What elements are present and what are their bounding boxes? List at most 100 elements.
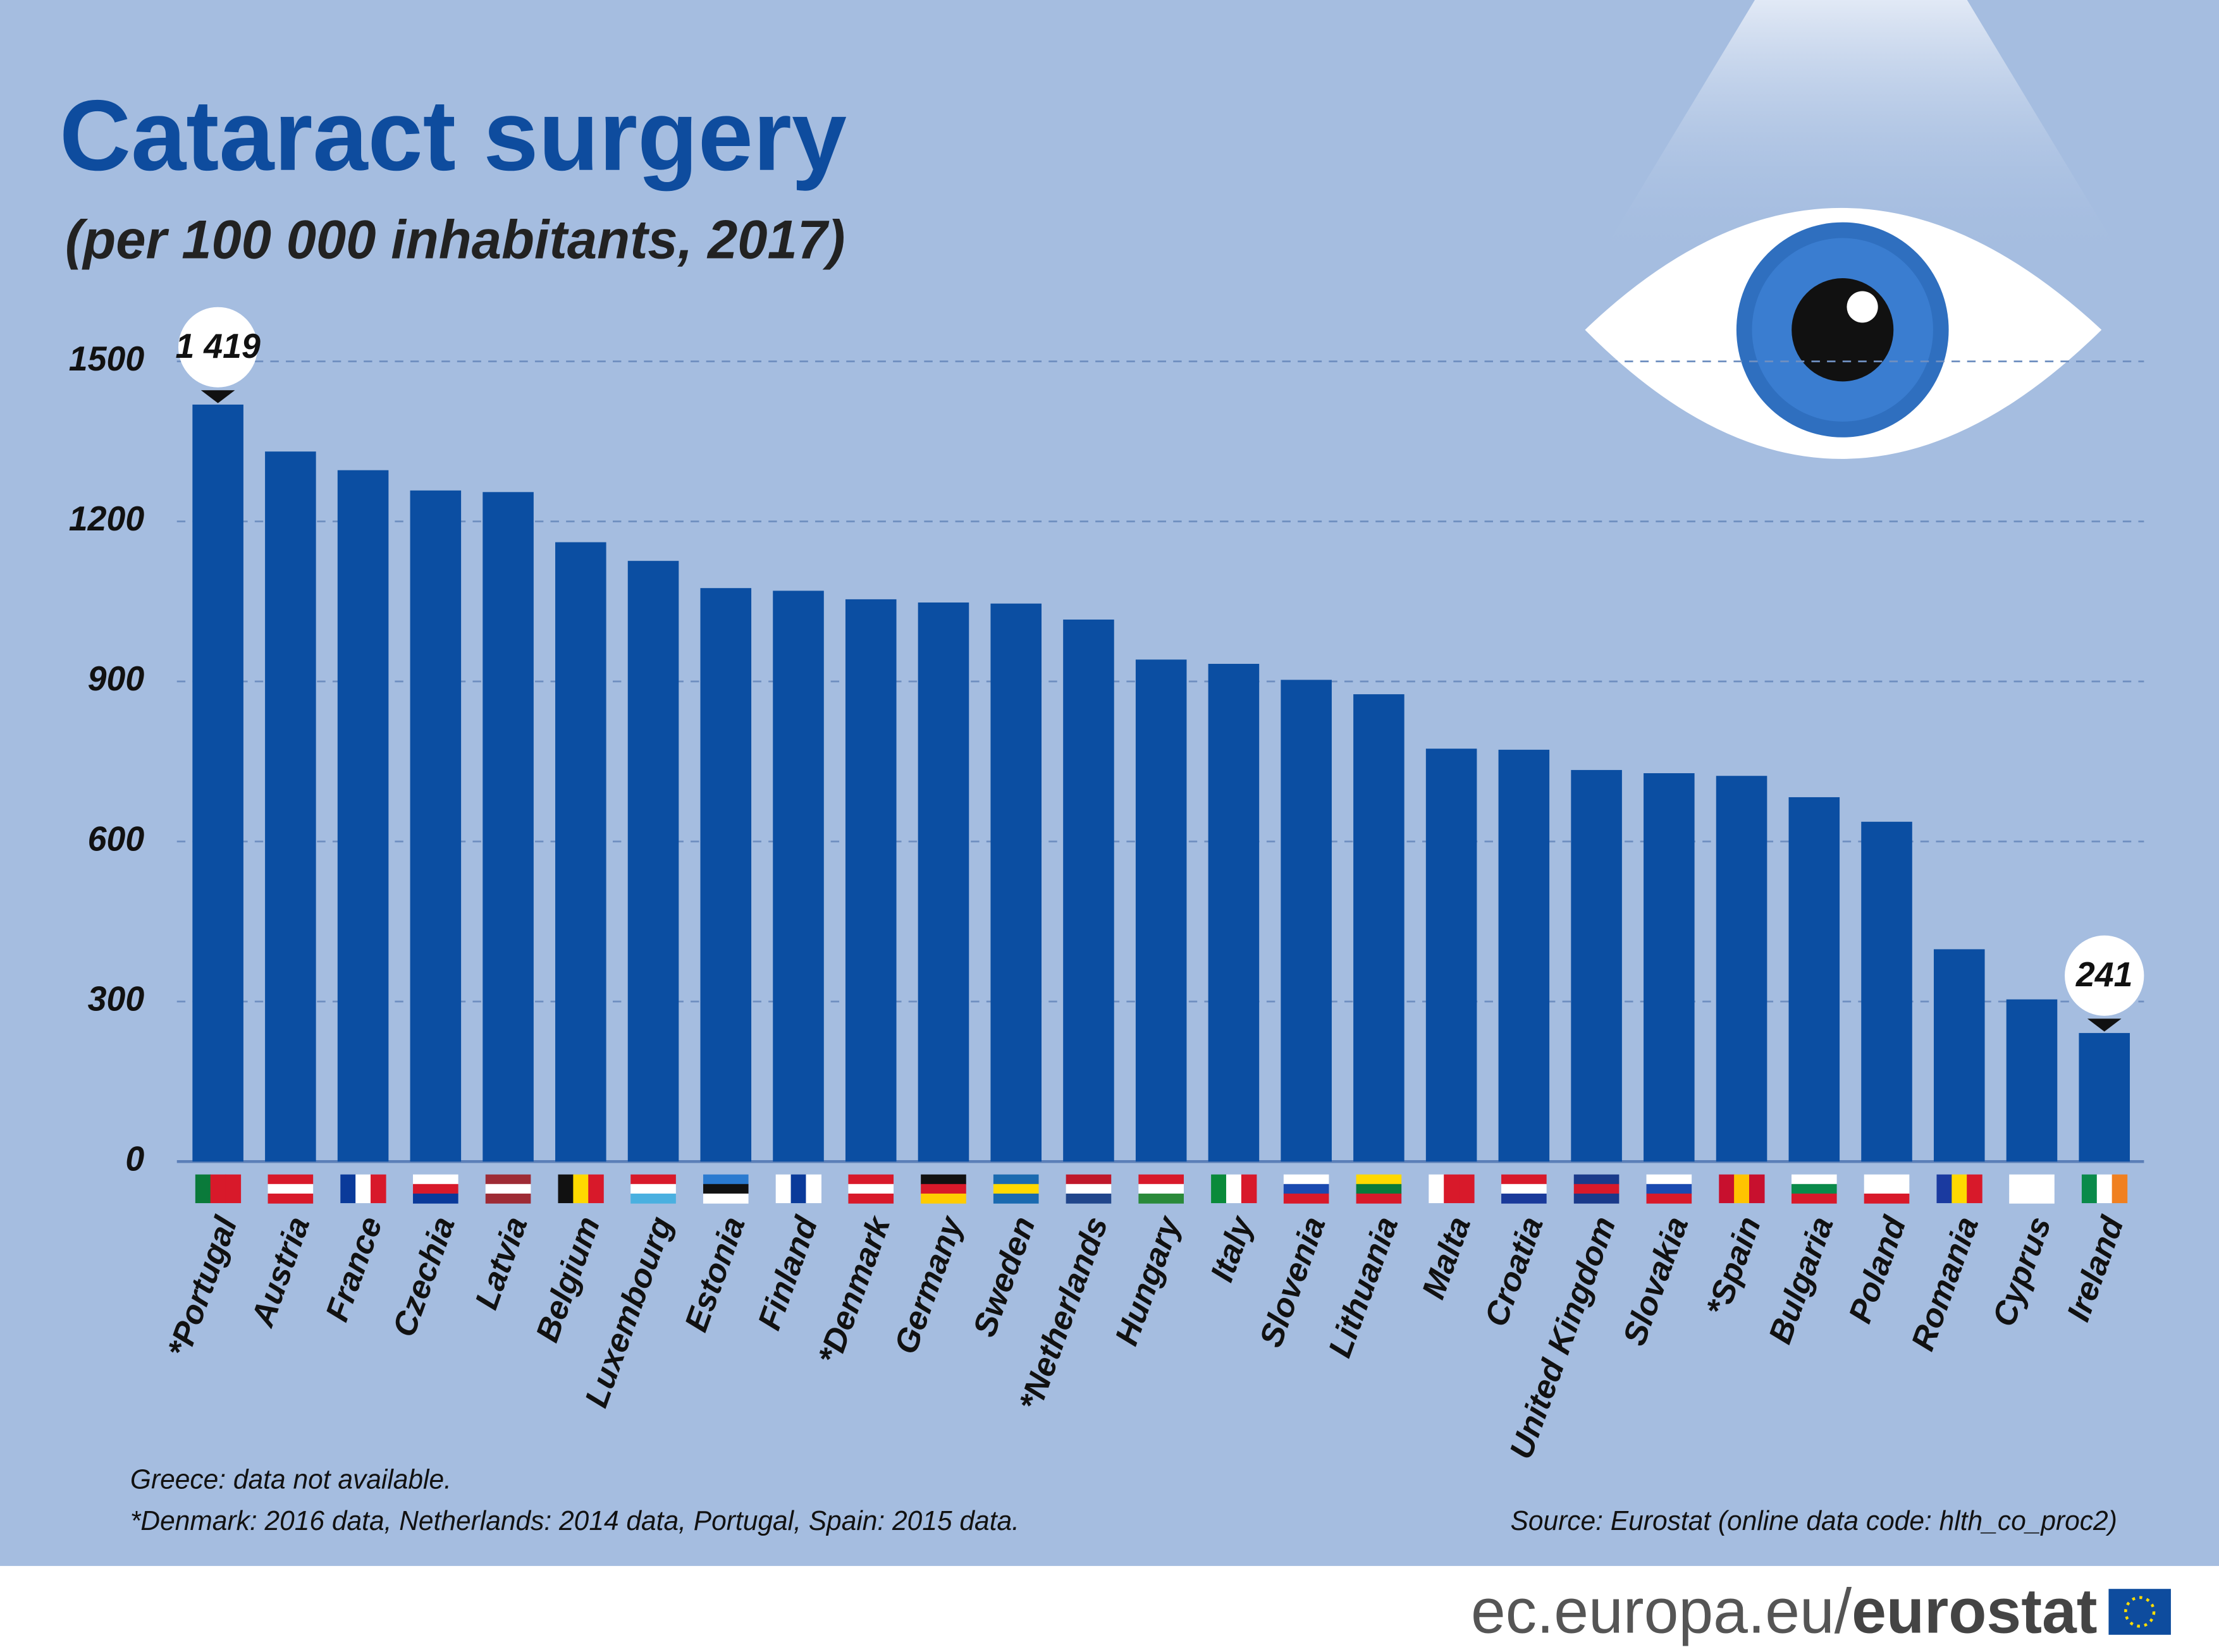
eu-stars: [2124, 1596, 2156, 1628]
note: Greece: data not available.: [130, 1464, 452, 1495]
flag: [703, 1174, 749, 1204]
source: Source: Eurostat (online data code: hlth…: [1510, 1506, 2117, 1536]
flag-stripe: [1138, 1193, 1184, 1204]
flag: [1864, 1174, 1910, 1204]
bar: [192, 404, 243, 1162]
flag-stripe: [1573, 1184, 1620, 1194]
flag-stripe: [630, 1184, 676, 1194]
bar: [1933, 949, 1985, 1162]
y-tick-label: 900: [88, 660, 145, 698]
flag-stripe: [225, 1174, 242, 1204]
flag-stripe: [1241, 1174, 1257, 1204]
bar: [483, 492, 534, 1162]
flag: [1501, 1174, 1547, 1204]
value-label-pointer: [200, 390, 235, 403]
flag-stripe: [2096, 1174, 2113, 1204]
eye-highlight: [1847, 291, 1878, 323]
flag: [2081, 1174, 2128, 1204]
value-label-bubble: [2065, 935, 2144, 1016]
flag-stripe: [921, 1174, 966, 1185]
bar: [773, 590, 824, 1162]
flag-stripe: [1734, 1174, 1750, 1204]
bar: [1281, 680, 1332, 1162]
value-label-pointer: [2087, 1019, 2122, 1032]
flag-stripe: [921, 1193, 966, 1204]
flag: [775, 1174, 821, 1204]
flag-stripe: [703, 1184, 749, 1194]
flag-stripe: [1864, 1193, 1910, 1204]
flag-stripe: [340, 1174, 356, 1204]
y-tick-label: 600: [88, 820, 145, 858]
flag: [195, 1174, 242, 1204]
bar: [1135, 659, 1187, 1162]
bar: [990, 603, 1042, 1162]
flag-stripe: [355, 1174, 371, 1204]
flag: [1138, 1174, 1184, 1204]
flag-stripe: [1646, 1174, 1692, 1185]
flag-stripe: [267, 1193, 314, 1204]
flag-stripe: [1066, 1174, 1112, 1185]
chart-subtitle: (per 100 000 inhabitants, 2017): [65, 209, 845, 271]
bar: [700, 588, 752, 1162]
flag-stripe: [1459, 1174, 1475, 1204]
flag-stripe: [1066, 1193, 1112, 1204]
flag-stripe: [1501, 1193, 1547, 1204]
note: *Denmark: 2016 data, Netherlands: 2014 d…: [130, 1506, 1019, 1536]
flag-stripe: [210, 1174, 226, 1204]
flag-stripe: [1719, 1174, 1735, 1204]
flag: [413, 1174, 458, 1204]
flag-stripe: [1066, 1184, 1112, 1194]
bar: [918, 602, 969, 1162]
flag-stripe: [588, 1174, 604, 1204]
flag-stripe: [1211, 1174, 1227, 1204]
flag-stripe: [703, 1193, 749, 1204]
flag: [340, 1174, 386, 1204]
flag-stripe: [413, 1184, 458, 1194]
flag: [2009, 1174, 2055, 1204]
chart-title: Cataract surgery: [59, 80, 847, 192]
flag: [1936, 1174, 1982, 1204]
flag-stripe: [630, 1174, 676, 1185]
flag-stripe: [848, 1174, 894, 1185]
bar: [1353, 694, 1405, 1162]
bar: [1571, 769, 1622, 1162]
flag-stripe: [485, 1184, 531, 1194]
y-tick-label: 0: [125, 1140, 144, 1178]
bar: [845, 599, 897, 1162]
flag-stripe: [790, 1174, 807, 1204]
flag: [848, 1174, 894, 1204]
flag: [1429, 1174, 1475, 1204]
bar: [1716, 776, 1767, 1162]
flag: [1211, 1174, 1257, 1204]
bar: [627, 561, 679, 1162]
flag-stripe: [993, 1174, 1039, 1185]
flag-stripe: [413, 1174, 458, 1185]
flag-stripe: [1936, 1174, 1952, 1204]
pupil: [1792, 278, 1894, 382]
flag: [921, 1174, 966, 1204]
flag-stripe: [558, 1174, 574, 1204]
flag-stripe: [1573, 1193, 1620, 1204]
eu-flag: [2108, 1589, 2171, 1635]
value-label-bubble: [178, 307, 258, 388]
flag: [267, 1174, 314, 1204]
flag-stripe: [413, 1193, 458, 1204]
flag-stripe: [1356, 1184, 1402, 1194]
flag-stripe: [1444, 1174, 1460, 1204]
bar: [1425, 749, 1477, 1162]
bar: [1788, 797, 1840, 1162]
flag-stripe: [921, 1184, 966, 1194]
flag-stripe: [267, 1174, 314, 1185]
footer-url: ec.europa.eu/eurostat: [1471, 1576, 2098, 1647]
flag-stripe: [2009, 1174, 2055, 1185]
footer-domain: ec.europa.eu/: [1471, 1576, 1852, 1647]
flag-stripe: [630, 1193, 676, 1204]
flag-stripe: [1573, 1174, 1620, 1185]
flag-stripe: [1356, 1193, 1402, 1204]
flag-stripe: [993, 1184, 1039, 1194]
flag-stripe: [703, 1174, 749, 1185]
bar: [2079, 1032, 2130, 1162]
flag: [1283, 1174, 1329, 1204]
bar: [1063, 619, 1114, 1162]
